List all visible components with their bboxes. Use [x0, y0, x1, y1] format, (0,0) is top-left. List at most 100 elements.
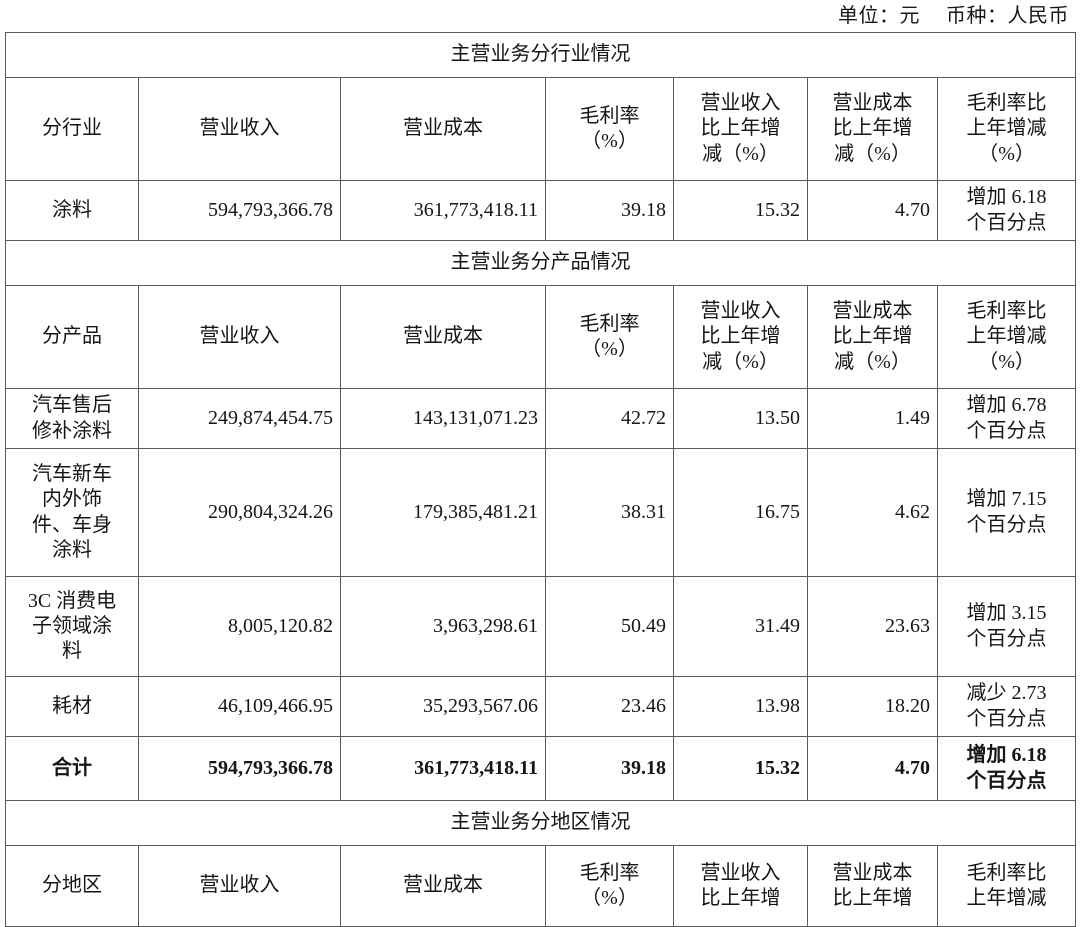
cell-category: 3C 消费电 子领域涂 料 [5, 576, 139, 677]
cell-gm-yoy-line1: 增加 3.15 [966, 602, 1047, 625]
cell-gm-yoy-line2: 个百分点 [966, 769, 1047, 792]
header-cost-yoy-line1: 营业成本 [832, 92, 913, 115]
header-revenue-yoy-line3: 减（%） [702, 142, 779, 165]
section-title-by-product: 主营业务分产品情况 [4, 240, 1077, 286]
cell-revenue: 594,793,366.78 [138, 736, 341, 801]
header-gm-yoy-line2: 上年增减 [966, 117, 1047, 140]
cell-gm-yoy-line2: 个百分点 [966, 707, 1047, 730]
cell-gross-margin: 39.18 [545, 736, 674, 801]
section-title-row-by-industry: 主营业务分行业情况 [4, 32, 1077, 78]
cell-gm-yoy-line2: 个百分点 [966, 627, 1047, 650]
cell-cost: 35,293,567.06 [340, 676, 546, 737]
header-cost-yoy-line3: 减（%） [834, 350, 911, 373]
cell-gm-yoy-line1: 增加 6.18 [966, 744, 1047, 767]
header-gross-margin-yoy: 毛利率比 上年增减 [936, 845, 1077, 927]
cell-revenue: 290,804,324.26 [138, 448, 341, 577]
unit-label: 单位：元 [838, 5, 920, 27]
header-gross-margin-line2: （%） [581, 338, 638, 360]
header-row-by-product: 分产品 营业收入 营业成本 毛利率 （%） 营业收入 比上年增 减（%） 营业成… [5, 285, 1077, 389]
section-title-row-by-region: 主营业务分地区情况 [4, 800, 1077, 846]
cell-cost: 361,773,418.11 [340, 736, 546, 801]
cell-category-line3: 料 [62, 640, 82, 663]
header-cost-yoy-line1: 营业成本 [832, 861, 913, 884]
financial-report-page: 单位：元 币种：人民币 主营业务分行业情况 分行业 营业收入 营业成本 毛利率 （… [4, 0, 1077, 927]
cell-category-line1: 汽车新车 [32, 463, 112, 486]
header-gross-margin: 毛利率 （%） [545, 77, 674, 181]
cell-category-line1: 3C 消费电 [27, 589, 117, 612]
header-gross-margin-line1: 毛利率 [579, 312, 640, 335]
table-row: 耗材 46,109,466.95 35,293,567.06 23.46 13.… [5, 676, 1077, 737]
header-revenue: 营业收入 [138, 845, 341, 927]
header-cost-yoy: 营业成本 比上年增 [807, 845, 938, 927]
cell-gm-yoy-line1: 增加 6.78 [966, 394, 1047, 417]
cell-gross-margin-yoy: 增加 7.15 个百分点 [936, 448, 1077, 577]
cell-category-line2: 修补涂料 [32, 419, 112, 442]
cell-revenue-yoy: 13.50 [673, 388, 808, 449]
cell-category: 汽车售后 修补涂料 [5, 388, 139, 449]
header-cost: 营业成本 [340, 285, 546, 389]
cell-revenue-yoy: 15.32 [673, 180, 808, 241]
header-gross-margin-line1: 毛利率 [579, 861, 640, 884]
header-cost-yoy-line1: 营业成本 [832, 300, 913, 323]
cell-cost-yoy: 4.62 [807, 448, 938, 577]
cell-gross-margin-yoy: 增加 6.18 个百分点 [936, 736, 1077, 801]
header-gm-yoy-line1: 毛利率比 [966, 861, 1047, 884]
cell-cost: 3,963,298.61 [340, 576, 546, 677]
header-category-by-industry: 分行业 [5, 77, 139, 181]
section-title-by-region: 主营业务分地区情况 [4, 800, 1077, 846]
header-row-by-industry: 分行业 营业收入 营业成本 毛利率 （%） 营业收入 比上年增 减（%） 营业成… [5, 77, 1077, 181]
table-row-total: 合计 594,793,366.78 361,773,418.11 39.18 1… [5, 736, 1077, 801]
cell-revenue-yoy: 13.98 [673, 676, 808, 737]
header-cost-yoy: 营业成本 比上年增 减（%） [807, 285, 938, 389]
cell-revenue-yoy: 15.32 [673, 736, 808, 801]
cell-revenue: 46,109,466.95 [138, 676, 341, 737]
section-title-by-industry: 主营业务分行业情况 [4, 32, 1077, 78]
header-gross-margin-yoy: 毛利率比 上年增减 （%） [936, 77, 1077, 181]
cell-category-line2: 内外饰 [42, 488, 102, 511]
header-category-by-product: 分产品 [5, 285, 139, 389]
cell-category: 汽车新车 内外饰 件、车身 涂料 [5, 448, 139, 577]
cell-gm-yoy-line1: 增加 7.15 [966, 488, 1047, 511]
header-gross-margin-line2: （%） [581, 887, 638, 909]
table-row: 汽车售后 修补涂料 249,874,454.75 143,131,071.23 … [5, 388, 1077, 449]
cell-revenue-yoy: 31.49 [673, 576, 808, 677]
header-revenue-yoy-line1: 营业收入 [700, 92, 781, 115]
header-cost-yoy-line2: 比上年增 [832, 117, 913, 140]
header-revenue-yoy-line2: 比上年增 [700, 117, 781, 140]
cell-gm-yoy-line1: 减少 2.73 [966, 682, 1047, 705]
cell-gross-margin-yoy: 增加 3.15 个百分点 [936, 576, 1077, 677]
currency-label: 币种：人民币 [946, 5, 1069, 27]
cell-cost: 361,773,418.11 [340, 180, 546, 241]
header-cost: 营业成本 [340, 845, 546, 927]
header-gross-margin: 毛利率 （%） [545, 285, 674, 389]
cell-cost-yoy: 4.70 [807, 736, 938, 801]
cell-gross-margin: 38.31 [545, 448, 674, 577]
cell-cost-yoy: 23.63 [807, 576, 938, 677]
section-title-row-by-product: 主营业务分产品情况 [4, 240, 1077, 286]
header-gross-margin-line2: （%） [581, 130, 638, 152]
table-row: 涂料 594,793,366.78 361,773,418.11 39.18 1… [5, 180, 1077, 241]
cell-gross-margin-yoy: 减少 2.73 个百分点 [936, 676, 1077, 737]
cell-category-line4: 涂料 [52, 538, 92, 561]
cell-category-line3: 件、车身 [32, 513, 112, 536]
header-gross-margin-line1: 毛利率 [579, 104, 640, 127]
cell-category-line2: 子领域涂 [32, 614, 112, 637]
cell-gross-margin: 50.49 [545, 576, 674, 677]
header-revenue: 营业收入 [138, 77, 341, 181]
cell-cost: 179,385,481.21 [340, 448, 546, 577]
header-cost-yoy-line2: 比上年增 [832, 325, 913, 348]
cell-category-line1: 汽车售后 [32, 394, 112, 417]
cell-gm-yoy-line2: 个百分点 [966, 419, 1047, 442]
header-cost-yoy-line3: 减（%） [834, 142, 911, 165]
header-revenue-yoy-line2: 比上年增 [700, 887, 781, 909]
table-row: 汽车新车 内外饰 件、车身 涂料 290,804,324.26 179,385,… [5, 448, 1077, 577]
cell-gross-margin: 39.18 [545, 180, 674, 241]
cell-gm-yoy-line2: 个百分点 [966, 513, 1047, 536]
cell-revenue: 594,793,366.78 [138, 180, 341, 241]
header-gm-yoy-line3: （%） [978, 350, 1035, 373]
header-gm-yoy-line3: （%） [978, 142, 1035, 165]
unit-currency-line: 单位：元 币种：人民币 [5, 0, 1075, 32]
header-revenue-yoy-line1: 营业收入 [700, 861, 781, 884]
header-gross-margin-yoy: 毛利率比 上年增减 （%） [936, 285, 1077, 389]
header-cost-yoy: 营业成本 比上年增 减（%） [807, 77, 938, 181]
